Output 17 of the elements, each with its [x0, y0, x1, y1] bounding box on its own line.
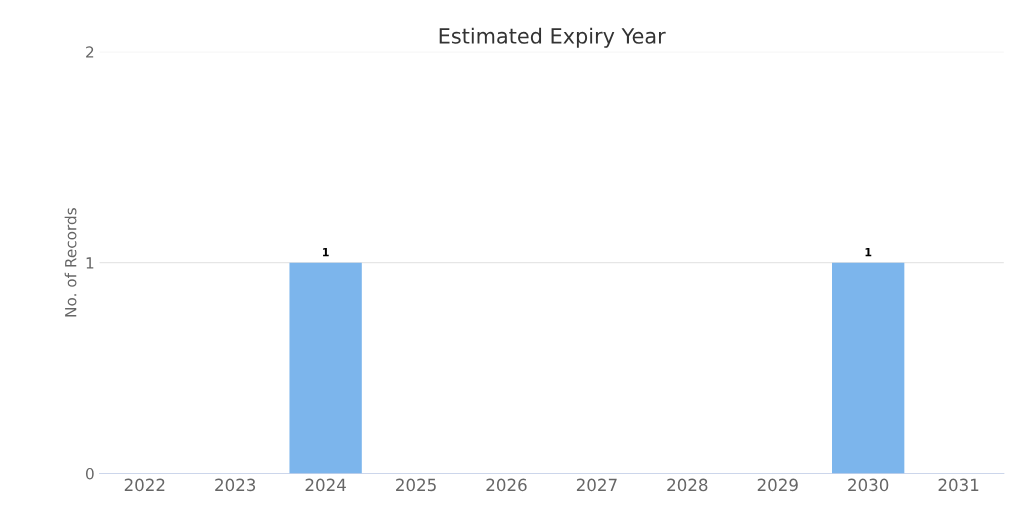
data-label: 1 — [865, 248, 872, 257]
x-tick-label: 2031 — [938, 478, 979, 492]
x-tick-label: 2024 — [305, 478, 346, 492]
y-axis-title: No. of Records — [64, 208, 77, 317]
x-tick-label: 2025 — [396, 478, 436, 492]
x-tick-label: 2028 — [667, 478, 708, 492]
x-tick-label: 2023 — [215, 478, 256, 492]
y-tick-label: 0 — [85, 467, 94, 480]
x-tick-label: 2022 — [124, 478, 165, 492]
x-tick-label: 2030 — [848, 478, 889, 492]
x-tick-label: 2026 — [486, 478, 527, 492]
x-tick-label: 2029 — [757, 478, 798, 492]
data-label: 1 — [323, 248, 329, 257]
x-tick-label: 2027 — [576, 478, 617, 492]
chart-title: Estimated Expiry Year — [439, 27, 666, 48]
y-tick-label: 2 — [86, 46, 94, 58]
y-tick-label: 1 — [86, 257, 94, 269]
